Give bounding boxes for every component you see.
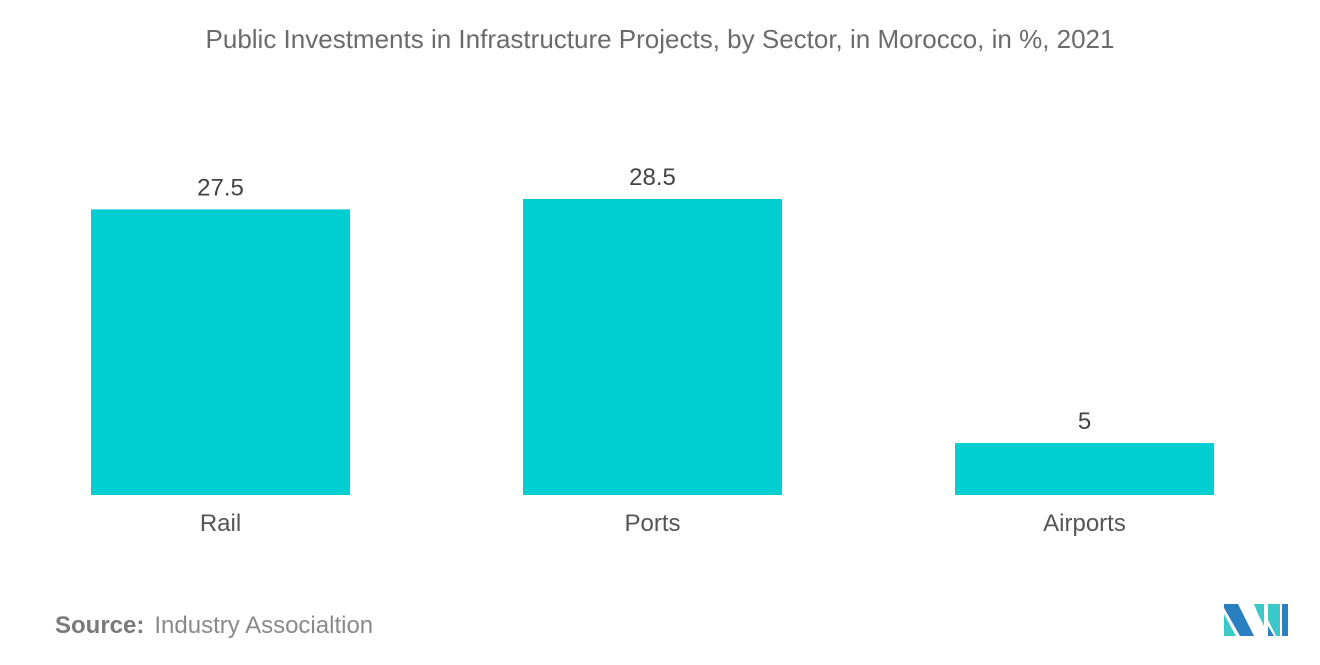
data-label: 27.5: [197, 174, 244, 201]
source-text: Industry Associaltion: [154, 612, 374, 639]
x-tick-label: Rail: [200, 510, 241, 537]
bar-rail: [91, 209, 350, 495]
bar-chart: 27.5 Rail 28.5 Ports 5 Airports: [91, 164, 1214, 537]
x-tick-label: Ports: [624, 510, 680, 537]
data-label: 28.5: [629, 164, 676, 191]
source-label: Source:: [55, 612, 145, 639]
source-note: Source: Industry Associaltion: [55, 612, 373, 640]
bar-airports: [955, 443, 1214, 495]
bar-ports: [523, 199, 782, 495]
chart-title: Public Investments in Infrastructure Pro…: [205, 24, 1115, 54]
data-label: 5: [1078, 408, 1091, 435]
x-tick-label: Airports: [1043, 510, 1126, 537]
company-logo: [1224, 604, 1288, 636]
